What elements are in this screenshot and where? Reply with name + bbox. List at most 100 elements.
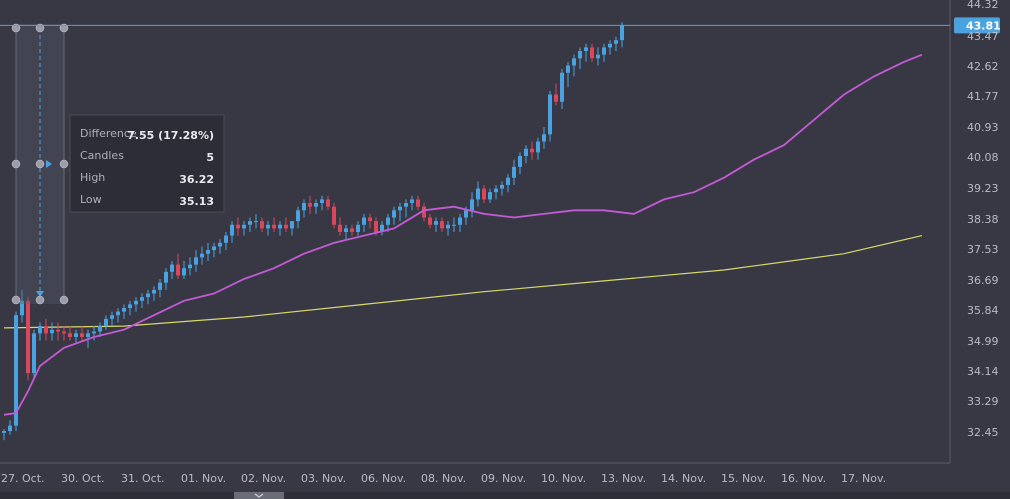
x-tick-label: 10. Nov. xyxy=(541,472,586,485)
x-tick-label: 01. Nov. xyxy=(181,472,226,485)
candle-up xyxy=(362,213,366,232)
price-axis[interactable]: 44.32 43.47 42.62 41.77 40.93 40.08 39.23 38.38… xyxy=(967,0,999,439)
candle-up xyxy=(182,260,186,280)
candle-up xyxy=(458,213,462,232)
measure-handle[interactable] xyxy=(59,295,69,305)
candle-down xyxy=(482,184,486,204)
candle-up xyxy=(512,159,516,185)
candle-up xyxy=(266,221,270,236)
candle-body xyxy=(56,329,60,332)
candle-up xyxy=(602,43,606,62)
moving-average-short-line xyxy=(3,53,923,416)
measure-handle[interactable] xyxy=(35,23,45,33)
candle-down xyxy=(440,217,444,232)
candle-body xyxy=(410,199,414,204)
measure-handle[interactable] xyxy=(35,295,45,305)
candle-body xyxy=(530,148,534,153)
tooltip-label: Difference xyxy=(80,127,137,140)
chevron-down-icon[interactable] xyxy=(254,493,264,498)
candle-body xyxy=(218,242,222,247)
candle-up xyxy=(572,54,576,77)
candle-up xyxy=(242,221,246,236)
x-tick-label: 08. Nov. xyxy=(421,472,466,485)
y-tick-label: 40.93 xyxy=(967,121,999,134)
scrollbar-track[interactable] xyxy=(0,492,1010,499)
candle-down xyxy=(554,83,558,106)
candle-body xyxy=(398,206,402,211)
candle-body xyxy=(86,333,90,337)
candle-body xyxy=(194,257,198,265)
tooltip-value: 35.13 xyxy=(179,195,214,208)
tooltip-value: 5 xyxy=(206,151,214,164)
y-tick-label: 35.84 xyxy=(967,304,999,317)
measure-handle[interactable] xyxy=(59,23,69,33)
y-tick-label: 36.69 xyxy=(967,274,999,287)
candle-body xyxy=(614,40,618,44)
candle-up xyxy=(278,221,282,236)
candle-up xyxy=(296,206,300,229)
current-price-tag xyxy=(954,17,1000,34)
x-tick-label: 27. Oct. xyxy=(1,472,45,485)
candle-down xyxy=(62,326,66,341)
time-scrollbar[interactable] xyxy=(0,492,1010,499)
candle-up xyxy=(578,47,582,70)
measure-handle[interactable] xyxy=(59,159,69,169)
candle-body xyxy=(554,94,558,102)
candle-body xyxy=(548,94,552,135)
candle-body xyxy=(164,271,168,283)
candle-body xyxy=(98,326,102,332)
candle-up xyxy=(452,217,456,232)
measure-handle[interactable] xyxy=(35,159,45,169)
candle-body xyxy=(158,282,162,290)
y-tick-label: 38.38 xyxy=(967,213,999,226)
candle-up xyxy=(344,224,348,240)
x-tick-label: 31. Oct. xyxy=(121,472,165,485)
candle-body xyxy=(404,203,408,207)
x-tick-label: 17. Nov. xyxy=(841,472,886,485)
candle-body xyxy=(8,425,12,432)
y-tick-label: 42.62 xyxy=(967,60,999,73)
measure-handle[interactable] xyxy=(11,159,21,169)
measure-handle[interactable] xyxy=(11,23,21,33)
candle-up xyxy=(218,239,222,254)
candle-down xyxy=(368,213,372,229)
candle-up xyxy=(476,181,480,207)
candle-up xyxy=(248,217,252,232)
candle-body xyxy=(308,203,312,207)
time-axis[interactable]: 27. Oct. 30. Oct. 31. Oct. 01. Nov. 02. Nov.… xyxy=(1,472,886,485)
candle-body xyxy=(212,246,216,251)
candle-body xyxy=(62,331,66,334)
candle-up xyxy=(398,203,402,222)
candle-body xyxy=(566,65,570,73)
candle-body xyxy=(386,217,390,225)
y-tick-label: 32.45 xyxy=(967,426,999,439)
candle-up xyxy=(140,293,144,308)
candle-up xyxy=(566,61,570,88)
candle-up xyxy=(200,246,204,265)
candle-body xyxy=(458,217,462,225)
candle-up xyxy=(230,221,234,243)
candle-body xyxy=(416,199,420,207)
candle-up xyxy=(158,279,162,298)
candle-body xyxy=(32,333,36,374)
tooltip-value: 7.55 (17.28%) xyxy=(127,129,214,142)
candle-body xyxy=(602,47,606,55)
candle-body xyxy=(362,217,366,225)
scrollbar-thumb[interactable] xyxy=(234,492,284,499)
candle-body xyxy=(356,224,360,232)
candle-body xyxy=(470,199,474,211)
candle-body xyxy=(392,210,396,218)
x-tick-label: 06. Nov. xyxy=(361,472,406,485)
x-tick-label: 03. Nov. xyxy=(301,472,346,485)
candle-body xyxy=(482,188,486,200)
candle-body xyxy=(254,221,258,223)
x-tick-label: 02. Nov. xyxy=(241,472,286,485)
candle-body xyxy=(590,47,594,59)
candle-body xyxy=(620,25,624,41)
measure-handle[interactable] xyxy=(11,295,21,305)
candle-up xyxy=(98,322,102,337)
